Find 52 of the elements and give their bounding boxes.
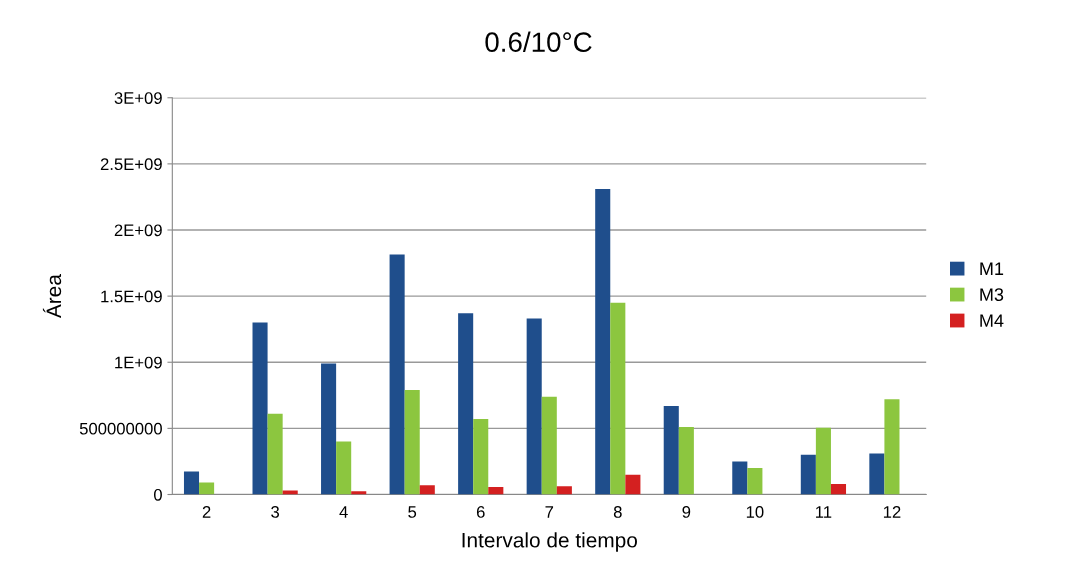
bar bbox=[678, 427, 694, 495]
bar bbox=[199, 482, 215, 495]
bar bbox=[321, 363, 337, 495]
bar bbox=[458, 313, 474, 495]
bar bbox=[815, 427, 831, 495]
y-tick-label: 500000000 bbox=[79, 422, 162, 435]
bar bbox=[526, 318, 542, 495]
bar bbox=[404, 390, 420, 495]
bar bbox=[869, 453, 885, 495]
bar bbox=[747, 468, 763, 495]
y-tick-label: 2.5E+09 bbox=[100, 158, 162, 171]
x-tick-label: 11 bbox=[816, 506, 832, 518]
x-tick-label: 9 bbox=[682, 506, 691, 518]
y-tick-label: 1E+09 bbox=[115, 356, 162, 369]
x-tick-label: 12 bbox=[883, 506, 901, 518]
bar bbox=[595, 189, 611, 495]
bar bbox=[830, 483, 847, 495]
bar bbox=[556, 486, 572, 495]
x-tick-label: 6 bbox=[476, 506, 485, 518]
x-tick-label: 2 bbox=[202, 506, 211, 518]
chart-title: 0.6/10°C bbox=[485, 31, 592, 53]
bar bbox=[884, 399, 900, 495]
x-tick-label: 8 bbox=[613, 506, 622, 518]
bar bbox=[351, 491, 367, 495]
y-tick-label: 3E+09 bbox=[114, 92, 162, 104]
legend-label: M4 bbox=[980, 314, 1004, 327]
bar bbox=[252, 322, 268, 495]
x-tick-label: 4 bbox=[339, 506, 348, 518]
legend-label: M3 bbox=[980, 288, 1004, 302]
bar bbox=[541, 396, 557, 495]
x-axis-title: Intervalo de tiempo bbox=[462, 532, 637, 552]
x-tick-label: 7 bbox=[545, 506, 554, 518]
y-tick-label: 0 bbox=[153, 488, 162, 501]
bar bbox=[473, 419, 489, 495]
bar bbox=[625, 474, 641, 495]
bar bbox=[610, 302, 626, 495]
bar bbox=[419, 485, 435, 495]
y-tick-label: 1.5E+09 bbox=[101, 290, 162, 303]
bar bbox=[389, 254, 405, 495]
bar bbox=[663, 405, 679, 495]
x-tick-label: 10 bbox=[746, 506, 764, 518]
bar bbox=[732, 461, 748, 495]
bar bbox=[800, 454, 816, 495]
legend-label: M1 bbox=[980, 262, 1004, 275]
y-tick-label: 2E+09 bbox=[114, 224, 162, 237]
x-tick-label: 5 bbox=[408, 506, 417, 518]
y-axis-title: Área bbox=[42, 274, 62, 319]
x-tick-label: 3 bbox=[271, 506, 280, 518]
bar bbox=[267, 413, 283, 495]
bar bbox=[336, 441, 352, 495]
bar bbox=[488, 486, 504, 495]
bar bbox=[183, 471, 200, 495]
